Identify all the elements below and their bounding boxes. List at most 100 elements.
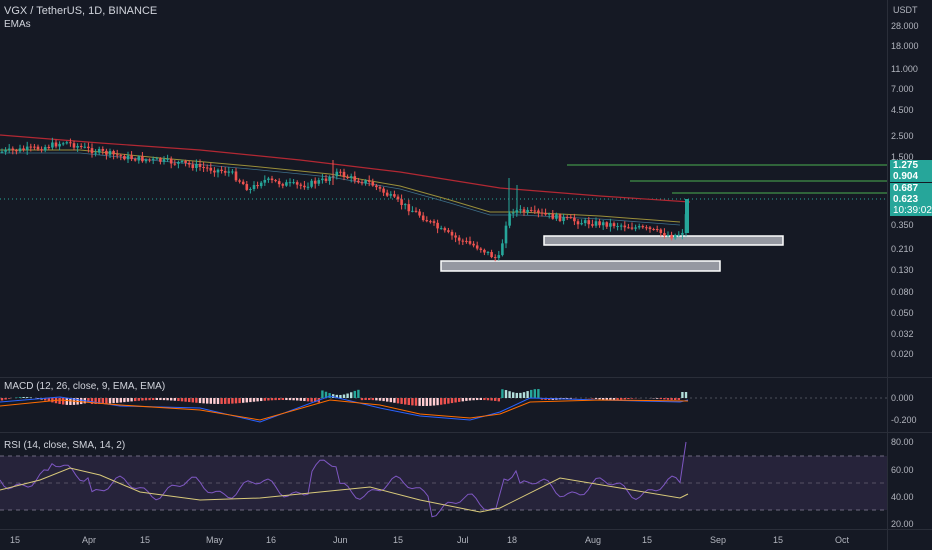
candle[interactable] [133, 159, 137, 161]
candle[interactable] [141, 156, 144, 162]
candle[interactable] [231, 171, 234, 173]
candle[interactable] [472, 243, 475, 246]
candle[interactable] [234, 171, 238, 181]
candle[interactable] [166, 158, 169, 160]
candle[interactable] [252, 185, 256, 190]
candle[interactable] [623, 225, 627, 228]
candle[interactable] [306, 186, 310, 188]
candle[interactable] [587, 220, 591, 225]
candle[interactable] [11, 148, 15, 151]
candle[interactable] [25, 146, 29, 151]
rsi-title[interactable]: RSI (14, close, SMA, 14, 2) [4, 440, 126, 451]
candle[interactable] [540, 212, 544, 214]
candle[interactable] [119, 155, 123, 157]
candle[interactable] [357, 180, 360, 183]
candle[interactable] [439, 228, 443, 230]
candle[interactable] [328, 176, 331, 181]
candle[interactable] [177, 161, 180, 164]
ema-indicator-label[interactable]: EMAs [4, 19, 31, 30]
candle[interactable] [425, 220, 429, 222]
candle[interactable] [609, 223, 612, 227]
candle[interactable] [209, 167, 213, 171]
candle[interactable] [389, 194, 393, 196]
candle[interactable] [223, 170, 227, 173]
candle[interactable] [90, 148, 94, 154]
candle[interactable] [461, 240, 465, 242]
candle[interactable] [670, 234, 673, 239]
candle[interactable] [267, 178, 270, 180]
candle[interactable] [443, 228, 447, 231]
candle[interactable] [126, 155, 130, 160]
candle[interactable] [576, 221, 580, 225]
candle[interactable] [468, 241, 472, 244]
macd-title[interactable]: MACD (12, 26, close, 9, EMA, EMA) [4, 381, 166, 392]
candle[interactable] [558, 214, 562, 221]
candle[interactable] [33, 146, 36, 148]
candle[interactable] [256, 185, 259, 187]
candle-last[interactable] [685, 199, 689, 233]
candle[interactable] [569, 217, 573, 219]
candle[interactable] [673, 234, 677, 239]
candle[interactable] [105, 150, 108, 155]
candle[interactable] [396, 196, 400, 200]
candle[interactable] [299, 184, 303, 186]
candle[interactable] [87, 146, 90, 149]
candle[interactable] [562, 217, 565, 221]
symbol-title[interactable]: VGX / TetherUS, 1D, BINANCE [4, 5, 158, 17]
candle[interactable] [666, 234, 670, 236]
candle[interactable] [108, 151, 112, 155]
candle[interactable] [573, 217, 576, 222]
candles[interactable] [0, 137, 689, 262]
candle[interactable] [94, 152, 97, 154]
candle[interactable] [450, 231, 454, 236]
candle[interactable] [598, 221, 601, 226]
candle[interactable] [22, 148, 25, 151]
candle[interactable] [263, 179, 267, 183]
candle[interactable] [393, 194, 396, 197]
candle[interactable] [15, 150, 18, 152]
candle[interactable] [202, 166, 205, 168]
candle[interactable] [79, 146, 83, 148]
candle[interactable] [4, 149, 7, 152]
candle[interactable] [601, 222, 605, 226]
candle[interactable] [187, 162, 191, 165]
candle[interactable] [69, 142, 72, 144]
candle[interactable] [612, 223, 616, 227]
candle[interactable] [400, 199, 403, 205]
candle[interactable] [634, 227, 637, 229]
candle[interactable] [382, 188, 385, 193]
candle[interactable] [339, 171, 342, 173]
candle[interactable] [544, 212, 547, 215]
candle[interactable] [227, 171, 231, 173]
candle[interactable] [310, 180, 313, 187]
candle[interactable] [115, 154, 119, 156]
candle[interactable] [436, 222, 439, 229]
candle[interactable] [364, 180, 367, 184]
candle[interactable] [378, 187, 382, 189]
candle[interactable] [76, 146, 79, 148]
candle[interactable] [324, 178, 328, 181]
candle[interactable] [313, 180, 317, 184]
candle[interactable] [457, 237, 461, 241]
candle[interactable] [655, 229, 659, 231]
candle[interactable] [220, 169, 223, 171]
candle[interactable] [483, 249, 486, 253]
candle[interactable] [519, 209, 522, 211]
candle[interactable] [551, 213, 555, 219]
support-zone-2[interactable] [440, 260, 721, 272]
candle[interactable] [659, 229, 663, 234]
candle[interactable] [216, 169, 220, 173]
candle[interactable] [677, 234, 681, 236]
candle[interactable] [123, 155, 126, 160]
candle[interactable] [292, 182, 295, 184]
candle[interactable] [245, 184, 249, 190]
candle[interactable] [537, 210, 540, 213]
candle[interactable] [288, 182, 292, 184]
candle[interactable] [522, 209, 526, 213]
candle[interactable] [497, 255, 501, 258]
candle[interactable] [367, 180, 371, 182]
candle[interactable] [375, 185, 378, 188]
candle[interactable] [403, 204, 407, 206]
candle[interactable] [421, 215, 425, 221]
